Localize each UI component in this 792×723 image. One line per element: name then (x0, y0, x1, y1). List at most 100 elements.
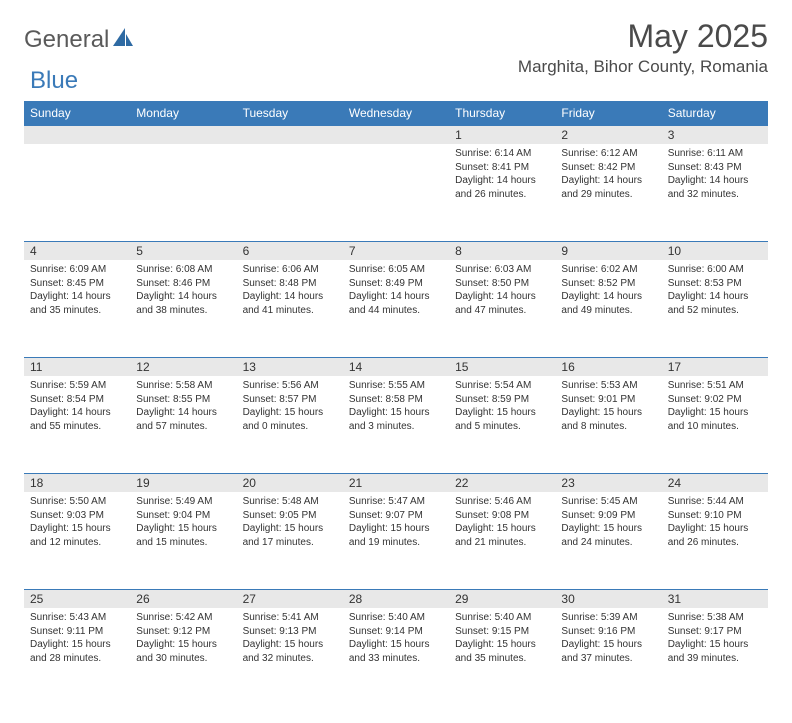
day-number-cell: 27 (237, 590, 343, 609)
day-content-cell: Sunrise: 5:39 AMSunset: 9:16 PMDaylight:… (555, 608, 661, 705)
day-content-cell: Sunrise: 5:41 AMSunset: 9:13 PMDaylight:… (237, 608, 343, 705)
sunrise-text: Sunrise: 6:06 AM (243, 263, 337, 277)
daynum-row: 18192021222324 (24, 474, 768, 493)
logo-text-general: General (24, 26, 109, 54)
daynum-row: 25262728293031 (24, 590, 768, 609)
day-number-cell: 14 (343, 358, 449, 377)
sunrise-text: Sunrise: 5:38 AM (668, 611, 762, 625)
sunset-text: Sunset: 9:04 PM (136, 509, 230, 523)
daylight-text: Daylight: 14 hours and 26 minutes. (455, 174, 549, 201)
sunset-text: Sunset: 9:07 PM (349, 509, 443, 523)
day-content-cell: Sunrise: 5:59 AMSunset: 8:54 PMDaylight:… (24, 376, 130, 474)
sunrise-text: Sunrise: 5:53 AM (561, 379, 655, 393)
content-row: Sunrise: 6:09 AMSunset: 8:45 PM Daylight:… (24, 260, 768, 358)
content-row: Sunrise: 6:14 AMSunset: 8:41 PMDaylight:… (24, 144, 768, 242)
month-title: May 2025 (518, 18, 768, 55)
sunrise-text: Sunrise: 6:02 AM (561, 263, 655, 277)
sunrise-text: Sunrise: 5:56 AM (243, 379, 337, 393)
day-content-cell: Sunrise: 5:54 AMSunset: 8:59 PMDaylight:… (449, 376, 555, 474)
sunrise-text: Sunrise: 5:46 AM (455, 495, 549, 509)
day-number-cell: 2 (555, 126, 661, 145)
day-number-cell: 29 (449, 590, 555, 609)
sunset-text: Sunset: 8:54 PM (30, 393, 124, 407)
day-content-cell: Sunrise: 6:11 AMSunset: 8:43 PMDaylight:… (662, 144, 768, 242)
day-number-cell: 7 (343, 242, 449, 261)
daylight-text: Daylight: 15 hours and 30 minutes. (136, 638, 230, 665)
day-number-cell: 10 (662, 242, 768, 261)
day-content-cell: Sunrise: 5:49 AMSunset: 9:04 PMDaylight:… (130, 492, 236, 590)
day-header-row: Sunday Monday Tuesday Wednesday Thursday… (24, 101, 768, 126)
sunset-text: Sunset: 9:05 PM (243, 509, 337, 523)
day-content-cell: Sunrise: 6:05 AMSunset: 8:49 PMDaylight:… (343, 260, 449, 358)
calendar-page: General May 2025 Marghita, Bihor County,… (0, 0, 792, 723)
day-header: Thursday (449, 101, 555, 126)
sunrise-text: Sunrise: 5:43 AM (30, 611, 124, 625)
calendar-body: 123Sunrise: 6:14 AMSunset: 8:41 PMDaylig… (24, 126, 768, 706)
day-number-cell: 28 (343, 590, 449, 609)
daylight-text: Daylight: 15 hours and 32 minutes. (243, 638, 337, 665)
sunset-text: Sunset: 8:58 PM (349, 393, 443, 407)
sunset-text: Sunset: 9:13 PM (243, 625, 337, 639)
sunset-text: Sunset: 8:59 PM (455, 393, 549, 407)
daylight-text: Daylight: 15 hours and 3 minutes. (349, 406, 443, 433)
day-content-cell: Sunrise: 6:14 AMSunset: 8:41 PMDaylight:… (449, 144, 555, 242)
sunrise-text: Sunrise: 6:09 AM (30, 263, 124, 277)
sunrise-text: Sunrise: 6:11 AM (668, 147, 762, 161)
day-number-cell: 21 (343, 474, 449, 493)
day-content-cell: Sunrise: 5:45 AMSunset: 9:09 PMDaylight:… (555, 492, 661, 590)
daylight-text: Daylight: 14 hours and 49 minutes. (561, 290, 655, 317)
logo-text-blue: Blue (30, 67, 78, 95)
day-number-cell: 20 (237, 474, 343, 493)
sunrise-text: Sunrise: 5:55 AM (349, 379, 443, 393)
daylight-text: Daylight: 15 hours and 8 minutes. (561, 406, 655, 433)
day-number-cell: 23 (555, 474, 661, 493)
daynum-row: 123 (24, 126, 768, 145)
sunrise-text: Sunrise: 5:50 AM (30, 495, 124, 509)
day-content-cell: Sunrise: 5:50 AMSunset: 9:03 PMDaylight:… (24, 492, 130, 590)
day-number-cell (343, 126, 449, 145)
daylight-text: Daylight: 15 hours and 33 minutes. (349, 638, 443, 665)
sunrise-text: Sunrise: 5:40 AM (455, 611, 549, 625)
daylight-text: Daylight: 15 hours and 0 minutes. (243, 406, 337, 433)
day-content-cell: Sunrise: 5:47 AMSunset: 9:07 PMDaylight:… (343, 492, 449, 590)
sunrise-text: Sunrise: 5:51 AM (668, 379, 762, 393)
sunset-text: Sunset: 9:16 PM (561, 625, 655, 639)
day-number-cell: 11 (24, 358, 130, 377)
day-number-cell: 24 (662, 474, 768, 493)
daylight-text: Daylight: 14 hours and 44 minutes. (349, 290, 443, 317)
day-header: Tuesday (237, 101, 343, 126)
day-content-cell: Sunrise: 5:53 AMSunset: 9:01 PMDaylight:… (555, 376, 661, 474)
calendar-table: Sunday Monday Tuesday Wednesday Thursday… (24, 101, 768, 705)
day-content-cell (237, 144, 343, 242)
day-content-cell: Sunrise: 6:03 AMSunset: 8:50 PMDaylight:… (449, 260, 555, 358)
location-label: Marghita, Bihor County, Romania (518, 57, 768, 77)
daylight-text: Daylight: 14 hours and 55 minutes. (30, 406, 124, 433)
sunset-text: Sunset: 8:45 PM (30, 277, 124, 291)
daylight-text: Daylight: 15 hours and 37 minutes. (561, 638, 655, 665)
day-content-cell (130, 144, 236, 242)
day-header: Wednesday (343, 101, 449, 126)
day-number-cell: 19 (130, 474, 236, 493)
sunset-text: Sunset: 9:02 PM (668, 393, 762, 407)
sunset-text: Sunset: 9:01 PM (561, 393, 655, 407)
sunrise-text: Sunrise: 5:48 AM (243, 495, 337, 509)
sunrise-text: Sunrise: 6:05 AM (349, 263, 443, 277)
sunrise-text: Sunrise: 5:41 AM (243, 611, 337, 625)
logo-sail-icon (113, 28, 135, 53)
sunrise-text: Sunrise: 5:39 AM (561, 611, 655, 625)
content-row: Sunrise: 5:50 AMSunset: 9:03 PMDaylight:… (24, 492, 768, 590)
day-number-cell: 30 (555, 590, 661, 609)
daylight-text: Daylight: 15 hours and 5 minutes. (455, 406, 549, 433)
daylight-text: Daylight: 14 hours and 29 minutes. (561, 174, 655, 201)
day-content-cell (24, 144, 130, 242)
sunset-text: Sunset: 9:15 PM (455, 625, 549, 639)
day-content-cell: Sunrise: 6:00 AMSunset: 8:53 PMDaylight:… (662, 260, 768, 358)
day-number-cell: 8 (449, 242, 555, 261)
day-content-cell (343, 144, 449, 242)
day-header: Saturday (662, 101, 768, 126)
title-block: May 2025 Marghita, Bihor County, Romania (518, 18, 768, 77)
day-content-cell: Sunrise: 5:38 AMSunset: 9:17 PMDaylight:… (662, 608, 768, 705)
day-content-cell: Sunrise: 5:40 AMSunset: 9:14 PMDaylight:… (343, 608, 449, 705)
day-number-cell: 3 (662, 126, 768, 145)
day-content-cell: Sunrise: 5:56 AMSunset: 8:57 PMDaylight:… (237, 376, 343, 474)
